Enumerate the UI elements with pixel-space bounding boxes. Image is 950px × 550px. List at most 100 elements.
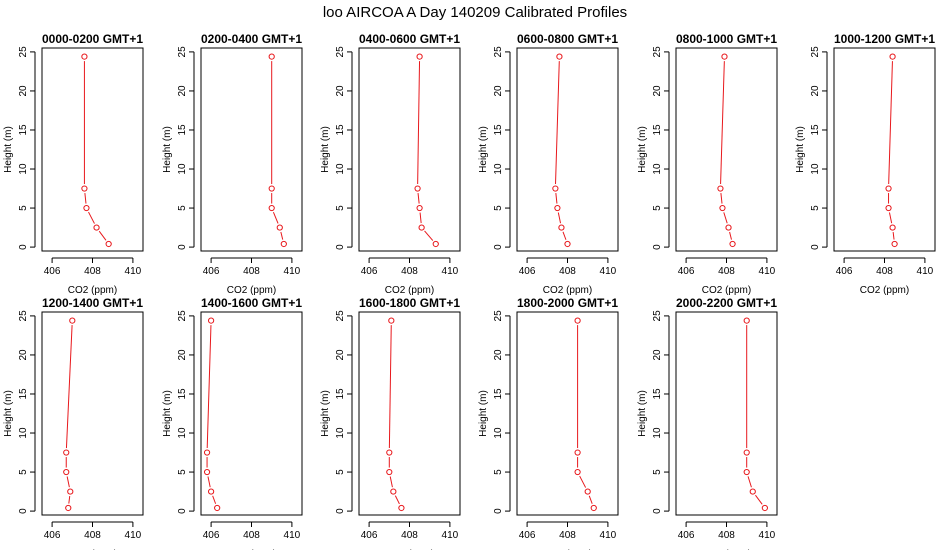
profile-line-segment — [747, 476, 752, 488]
data-point — [67, 488, 74, 495]
y-tick-label: 20 — [18, 85, 29, 97]
plot-frame — [41, 47, 144, 252]
y-axis-label: Height (m) — [320, 390, 331, 437]
data-point — [743, 468, 750, 476]
plot-frame — [200, 47, 303, 252]
data-point — [418, 224, 425, 231]
data-point — [81, 185, 88, 192]
y-tick-label: 10 — [177, 427, 188, 439]
y-tick-label: 20 — [18, 349, 29, 361]
x-tick-label: 410 — [125, 266, 142, 277]
y-tick-label: 10 — [18, 427, 29, 439]
data-point — [564, 240, 571, 248]
profile-line-segment — [419, 212, 422, 224]
y-tick-label: 10 — [493, 163, 504, 175]
panel-title: 0800-1000 GMT+1 — [676, 32, 777, 46]
x-tick-label: 408 — [84, 266, 101, 277]
data-point — [65, 504, 72, 512]
profile-line-segment — [65, 325, 73, 449]
y-tick-label: 25 — [18, 46, 29, 58]
x-tick-label: 410 — [284, 530, 301, 541]
data-point — [386, 449, 393, 456]
y-tick-label: 15 — [177, 388, 188, 400]
x-axis-label: CO2 (ppm) — [68, 285, 117, 296]
x-tick-label: 408 — [243, 530, 260, 541]
data-point — [268, 204, 275, 212]
y-tick-label: 20 — [177, 85, 188, 97]
y-axis-label: Height (m) — [3, 390, 14, 437]
x-tick-label: 410 — [125, 530, 142, 541]
x-tick-label: 406 — [678, 530, 695, 541]
y-axis-label: Height (m) — [478, 390, 489, 437]
data-point — [885, 185, 892, 192]
y-tick-label: 5 — [177, 205, 188, 211]
y-tick-label: 10 — [177, 163, 188, 175]
x-tick-label: 410 — [759, 266, 776, 277]
data-point — [214, 504, 221, 512]
data-point — [889, 53, 896, 60]
profile-line-segment — [98, 230, 107, 241]
x-tick-label: 408 — [718, 530, 735, 541]
data-point — [885, 204, 892, 212]
profile-panel-5: 0800-1000 GMT+1 406 408 410 0 5 10 15 20 25 CO2 (p… — [637, 32, 778, 296]
profile-line-segment — [207, 476, 211, 488]
x-tick-label: 410 — [917, 266, 934, 277]
y-tick-label: 0 — [18, 244, 29, 250]
x-tick-label: 406 — [519, 266, 536, 277]
y-tick-label: 0 — [335, 508, 346, 514]
y-tick-label: 5 — [810, 205, 821, 211]
y-tick-label: 20 — [493, 85, 504, 97]
profile-line-segment — [388, 325, 392, 449]
data-point — [276, 224, 283, 231]
panel-title: 0200-0400 GMT+1 — [201, 32, 302, 46]
profile-panel-4: 0600-0800 GMT+1 406 408 410 0 5 10 15 20 25 CO2 (p… — [478, 32, 619, 296]
data-point — [203, 468, 211, 476]
y-tick-label: 20 — [493, 349, 504, 361]
profile-line-segment — [557, 212, 562, 224]
y-tick-label: 25 — [652, 310, 663, 322]
y-tick-label: 10 — [652, 427, 663, 439]
x-tick-label: 406 — [203, 266, 220, 277]
x-tick-label: 410 — [600, 530, 617, 541]
profile-line-segment — [424, 230, 434, 241]
profile-line-segment — [68, 495, 71, 504]
data-point — [83, 204, 90, 212]
y-tick-label: 5 — [335, 469, 346, 475]
profile-line-segment — [84, 192, 87, 204]
data-point — [416, 53, 423, 60]
x-tick-label: 410 — [442, 266, 459, 277]
panels-grid: 0000-0200 GMT+1 406 408 410 0 5 10 15 20 25 CO2 (p… — [3, 32, 936, 550]
x-tick-label: 410 — [442, 530, 459, 541]
profile-line-segment — [888, 61, 893, 185]
y-tick-label: 0 — [493, 244, 504, 250]
y-axis-label: Height (m) — [320, 126, 331, 173]
x-tick-label: 406 — [44, 530, 61, 541]
plot-frame — [41, 311, 144, 516]
profile-line-segment — [88, 211, 95, 224]
y-tick-label: 20 — [810, 85, 821, 97]
y-tick-label: 5 — [18, 205, 29, 211]
y-tick-label: 20 — [335, 85, 346, 97]
y-tick-label: 25 — [493, 46, 504, 58]
panel-title: 1000-1200 GMT+1 — [834, 32, 935, 46]
y-tick-label: 20 — [335, 349, 346, 361]
plot-frame — [833, 47, 936, 252]
y-tick-label: 5 — [652, 205, 663, 211]
data-point — [105, 240, 112, 248]
profile-line-segment — [417, 61, 421, 185]
y-tick-label: 0 — [177, 244, 188, 250]
y-tick-label: 0 — [652, 244, 663, 250]
data-point — [208, 488, 215, 495]
panel-title: 0000-0200 GMT+1 — [42, 32, 143, 46]
y-tick-label: 20 — [652, 85, 663, 97]
data-point — [556, 53, 563, 60]
x-tick-label: 408 — [876, 266, 893, 277]
data-point — [280, 240, 287, 248]
profile-line-segment — [417, 192, 420, 204]
profile-line-segment — [888, 212, 893, 224]
profile-line-segment — [280, 231, 284, 240]
y-tick-label: 5 — [652, 469, 663, 475]
